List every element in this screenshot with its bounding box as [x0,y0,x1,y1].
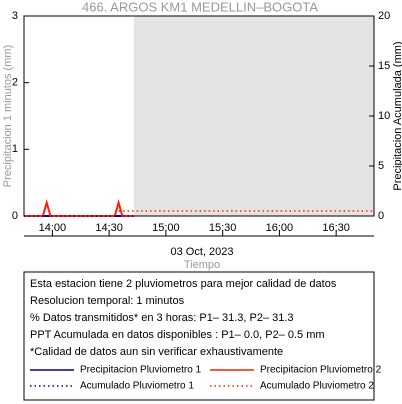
y-tick-label: 0 [12,210,18,222]
x-tick-label: 16:30 [322,222,350,234]
x-tick-label: 16:00 [266,222,294,234]
x-tick-label: 14:00 [39,222,67,234]
y-tick-label: 3 [12,10,18,22]
y2-tick-label: 5 [378,160,384,172]
chart-title: 466. ARGOS KM1 MEDELLIN–BOGOTA [82,0,318,14]
x-tick-label: 14:30 [95,222,123,234]
y2-tick-label: 10 [378,110,390,122]
y2-tick-label: 0 [378,210,384,222]
no-data-region [133,16,374,216]
y-tick-label: 1 [12,143,18,155]
legend-label: Acumulado Pluviometro 1 [80,381,194,392]
info-box [23,271,375,401]
note-line: % Datos transmitidos* en 3 horas: P1– 31… [30,312,294,324]
y2-tick-label: 20 [378,10,390,22]
y2-tick-label: 15 [378,60,390,72]
legend-label: Precipitacion Pluviometro 1 [80,365,202,376]
note-line: Esta estacion tiene 2 pluviometros para … [30,278,337,290]
y-axis-label: Precipitacion 1 minutos (mm) [2,45,14,187]
series-line [24,199,134,217]
note-line: Resolucion temporal: 1 minutos [30,295,185,307]
legend-label: Precipitacion Pluviometro 2 [260,365,382,376]
x-tick-label: 15:00 [152,222,180,234]
x-tick-label: 15:30 [209,222,237,234]
legend-label: Acumulado Pluviometro 2 [260,381,374,392]
note-line: *Calidad de datos aun sin verificar exha… [30,346,283,358]
y-tick-label: 2 [12,77,18,89]
note-line: PPT Acumulada en datos disponibles : P1–… [30,329,325,341]
x-axis-label: Tiempo [184,259,220,271]
y2-axis-label: Precipitacion Acumulada (mm) [392,41,402,190]
date-label: 03 Oct, 2023 [171,246,234,258]
